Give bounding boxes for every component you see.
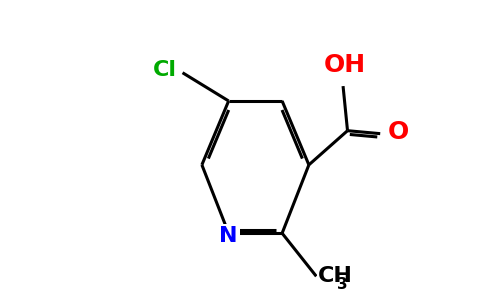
Text: 3: 3 — [336, 277, 347, 292]
Text: OH: OH — [323, 53, 365, 77]
Text: N: N — [219, 226, 238, 246]
Text: O: O — [388, 120, 409, 144]
Text: Cl: Cl — [153, 60, 177, 80]
Text: CH: CH — [318, 266, 353, 286]
